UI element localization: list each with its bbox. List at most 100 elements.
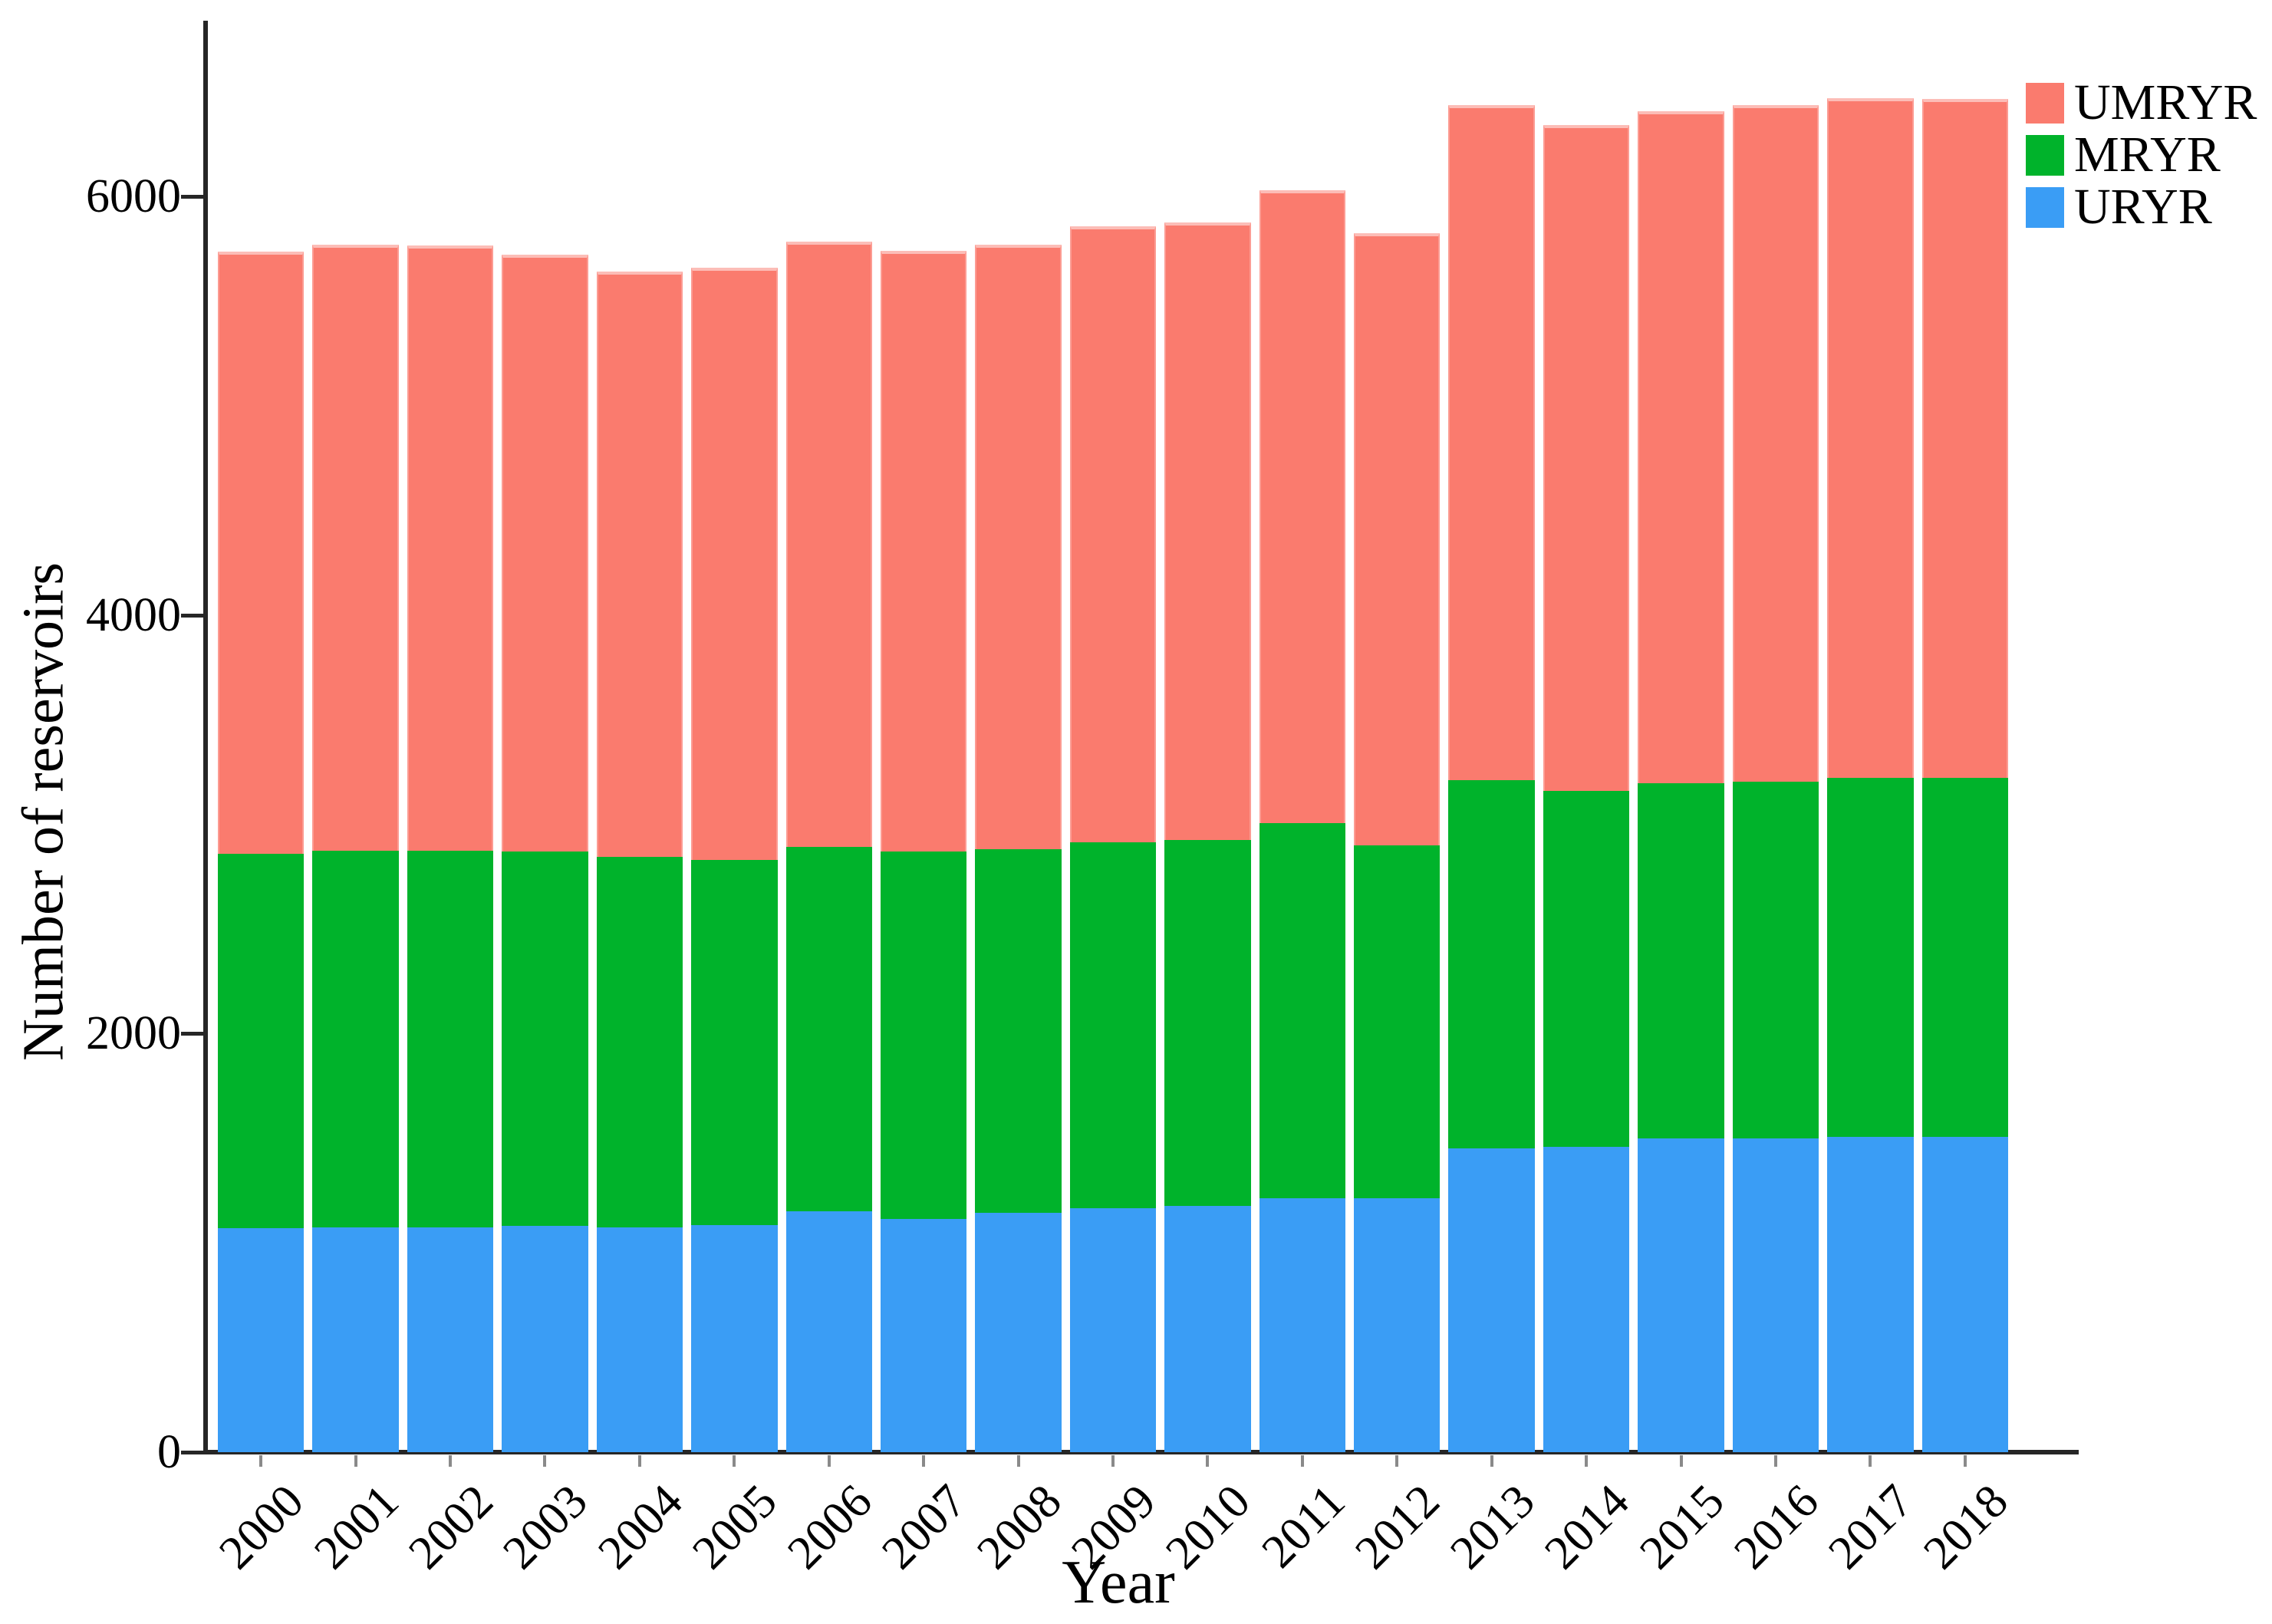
- x-tick-label-2018: 2018: [1913, 1474, 2018, 1580]
- bar-segment-uryr-2018: [1921, 1137, 2009, 1452]
- x-tick-mark: [1490, 1455, 1493, 1467]
- x-tick-mark: [1679, 1455, 1683, 1467]
- legend-label-mryr: MRYR: [2074, 127, 2221, 183]
- bar-segment-mryr-2016: [1732, 781, 1819, 1138]
- bar-segment-uryr-2004: [596, 1227, 683, 1452]
- x-tick-mark: [1300, 1455, 1304, 1467]
- x-tick-mark: [1395, 1455, 1399, 1467]
- bar-segment-uryr-2006: [785, 1211, 872, 1452]
- legend-swatch-mryr: [2026, 134, 2064, 176]
- x-axis-line: [203, 1450, 2079, 1454]
- x-tick-mark: [1869, 1455, 1872, 1467]
- bar-segment-uryr-2003: [502, 1226, 588, 1452]
- x-tick-mark: [1111, 1455, 1115, 1467]
- x-tick-mark: [733, 1455, 736, 1467]
- bar-segment-umryr-2005: [691, 267, 778, 860]
- x-tick-label-2017: 2017: [1819, 1474, 1924, 1580]
- bar-segment-umryr-2015: [1638, 111, 1724, 784]
- x-tick-label-2004: 2004: [588, 1474, 693, 1580]
- x-tick-mark: [449, 1455, 453, 1467]
- bar-segment-umryr-2000: [218, 252, 305, 854]
- bar-segment-mryr-2003: [502, 851, 588, 1227]
- legend-item-uryr: URYR: [2026, 182, 2257, 232]
- bar-segment-mryr-2001: [312, 850, 399, 1227]
- y-tick-mark: [181, 1032, 203, 1036]
- x-tick-label-2006: 2006: [777, 1474, 882, 1580]
- x-tick-label-2011: 2011: [1252, 1474, 1355, 1578]
- bar-segment-mryr-2017: [1827, 778, 1914, 1138]
- x-tick-mark: [259, 1455, 263, 1467]
- bar-segment-umryr-2013: [1448, 105, 1535, 781]
- bar-segment-uryr-2016: [1732, 1138, 1819, 1452]
- x-tick-label-2002: 2002: [399, 1474, 503, 1580]
- bar-segment-uryr-2002: [407, 1227, 494, 1452]
- bar-segment-uryr-2017: [1827, 1137, 1914, 1452]
- bar-2013: [1448, 105, 1535, 1452]
- bar-segment-uryr-2015: [1638, 1138, 1724, 1452]
- bar-segment-uryr-2010: [1164, 1206, 1251, 1452]
- bar-segment-uryr-2009: [1069, 1208, 1157, 1452]
- x-tick-mark: [1016, 1455, 1020, 1467]
- x-tick-mark: [1963, 1455, 1967, 1467]
- bar-2006: [785, 241, 872, 1452]
- x-tick-label-2013: 2013: [1440, 1474, 1545, 1580]
- bar-segment-umryr-2001: [312, 244, 399, 851]
- bar-segment-mryr-2000: [218, 853, 305, 1229]
- bar-2007: [880, 250, 967, 1452]
- bar-segment-uryr-2011: [1259, 1197, 1346, 1452]
- x-tick-label-2003: 2003: [493, 1474, 598, 1580]
- y-tick-mark: [181, 1451, 203, 1454]
- bar-2000: [218, 252, 305, 1452]
- bar-segment-mryr-2006: [785, 847, 872, 1212]
- bar-2016: [1732, 105, 1819, 1452]
- bar-2004: [596, 272, 683, 1452]
- bar-segment-uryr-2005: [691, 1224, 778, 1452]
- x-tick-label-2016: 2016: [1724, 1474, 1829, 1580]
- bar-segment-umryr-2007: [880, 250, 967, 852]
- bar-segment-mryr-2018: [1921, 778, 2009, 1138]
- bar-segment-uryr-2001: [312, 1227, 399, 1452]
- bar-segment-uryr-2007: [880, 1218, 967, 1452]
- bar-segment-umryr-2017: [1827, 97, 1914, 779]
- bar-segment-mryr-2014: [1543, 790, 1630, 1147]
- x-tick-label-2007: 2007: [872, 1474, 976, 1580]
- bar-segment-umryr-2018: [1921, 99, 2009, 779]
- legend-swatch-umryr: [2026, 82, 2064, 124]
- x-tick-mark: [543, 1455, 547, 1467]
- bar-2003: [502, 255, 588, 1452]
- x-tick-label-2008: 2008: [966, 1474, 1072, 1580]
- legend-swatch-uryr: [2026, 186, 2064, 228]
- legend-label-umryr: UMRYR: [2074, 74, 2257, 130]
- legend-item-mryr: MRYR: [2026, 127, 2257, 183]
- x-tick-mark: [637, 1455, 641, 1467]
- bar-segment-umryr-2012: [1354, 232, 1441, 845]
- bar-2012: [1354, 232, 1441, 1452]
- x-tick-label-2005: 2005: [683, 1474, 788, 1580]
- y-tick-label-4000: 4000: [86, 588, 181, 641]
- bar-segment-uryr-2014: [1543, 1146, 1630, 1452]
- bar-segment-mryr-2015: [1638, 783, 1724, 1138]
- bar-segment-umryr-2002: [407, 245, 494, 851]
- legend: UMRYR MRYR URYR: [2026, 74, 2257, 232]
- bar-2009: [1069, 226, 1157, 1452]
- bar-2015: [1638, 111, 1724, 1452]
- bar-segment-uryr-2008: [975, 1212, 1062, 1452]
- bar-segment-uryr-2013: [1448, 1148, 1535, 1452]
- y-tick-mark: [181, 613, 203, 618]
- bar-segment-mryr-2008: [975, 849, 1062, 1213]
- bar-2005: [691, 267, 778, 1452]
- bars-area: [218, 56, 2009, 1452]
- bar-segment-mryr-2002: [407, 850, 494, 1227]
- x-tick-label-2014: 2014: [1535, 1474, 1639, 1580]
- bar-segment-umryr-2016: [1732, 105, 1819, 782]
- x-tick-mark: [827, 1455, 831, 1467]
- legend-item-umryr: UMRYR: [2026, 74, 2257, 130]
- bar-2001: [312, 244, 399, 1452]
- bar-2014: [1543, 125, 1630, 1452]
- bar-segment-mryr-2007: [880, 851, 967, 1219]
- x-tick-label-2012: 2012: [1345, 1474, 1450, 1580]
- x-tick-mark: [354, 1455, 357, 1467]
- x-tick-label-2000: 2000: [209, 1474, 314, 1580]
- bar-segment-mryr-2005: [691, 859, 778, 1225]
